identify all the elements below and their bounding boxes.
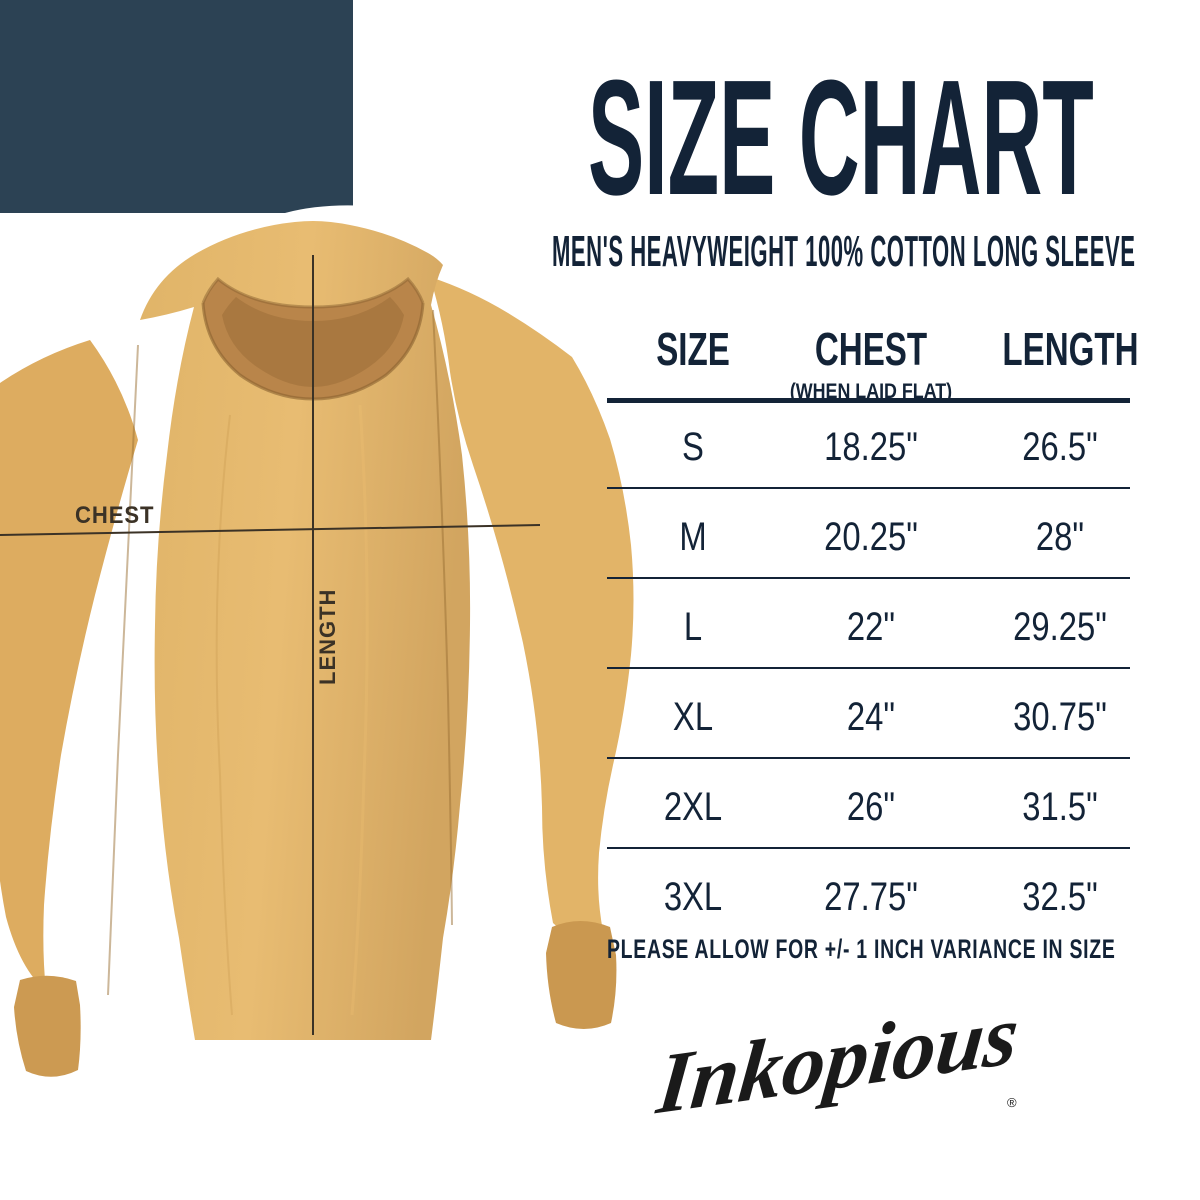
svg-text:LENGTH: LENGTH	[315, 589, 340, 685]
svg-text:CHEST: CHEST	[75, 501, 154, 528]
